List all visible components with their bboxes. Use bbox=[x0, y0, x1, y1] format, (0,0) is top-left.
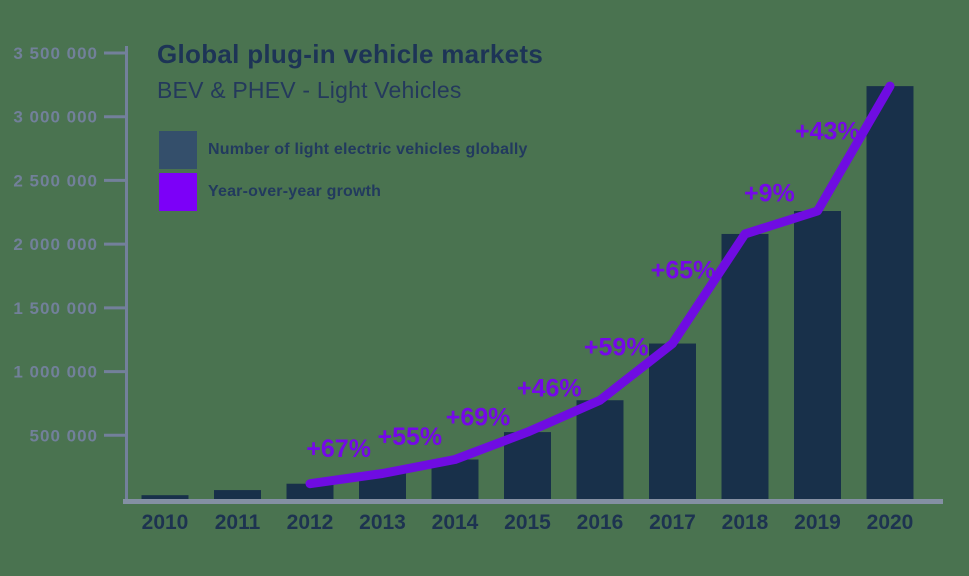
year-label-2017: 2017 bbox=[649, 511, 696, 534]
yoy-growth-line bbox=[305, 81, 895, 489]
bar-2015 bbox=[504, 432, 551, 499]
bar-2016 bbox=[576, 400, 624, 499]
y-tick-label-1000000: 1 000 000 bbox=[13, 363, 98, 382]
year-label-2013: 2013 bbox=[359, 511, 406, 534]
growth-label-2014-2015: +69% bbox=[446, 403, 511, 431]
legend-label-growth: Year-over-year growth bbox=[208, 183, 382, 200]
growth-label-2013-2014: +55% bbox=[377, 423, 442, 451]
year-label-2020: 2020 bbox=[867, 511, 914, 534]
chart-header: Global plug-in vehicle markets BEV & PHE… bbox=[157, 38, 543, 104]
year-label-2012: 2012 bbox=[287, 511, 334, 534]
y-tick-label-3000000: 3 000 000 bbox=[13, 108, 98, 127]
growth-label-2018-2019: +9% bbox=[744, 180, 795, 208]
bar-2019 bbox=[794, 211, 841, 500]
year-label-2018: 2018 bbox=[722, 511, 769, 534]
bar-2012 bbox=[286, 483, 334, 499]
y-tick-label-1500000: 1 500 000 bbox=[13, 299, 98, 318]
legend-swatch-bar-icon bbox=[159, 131, 197, 169]
year-label-2011: 2011 bbox=[215, 511, 261, 534]
legend: Number of light electric vehicles global… bbox=[159, 131, 528, 211]
year-label-2014: 2014 bbox=[432, 511, 479, 534]
year-label-2019: 2019 bbox=[794, 511, 841, 534]
bar-2011 bbox=[214, 490, 261, 499]
legend-item-growth: Year-over-year growth bbox=[159, 173, 528, 211]
legend-label-vehicles: Number of light electric vehicles global… bbox=[208, 141, 528, 158]
growth-label-2017-2018: +65% bbox=[651, 256, 716, 284]
year-label-2016: 2016 bbox=[577, 511, 624, 534]
growth-label-2012-2013: +67% bbox=[306, 435, 371, 463]
year-label-2015: 2015 bbox=[504, 511, 551, 534]
growth-label-2016-2017: +59% bbox=[584, 333, 649, 361]
bar-2018 bbox=[721, 233, 769, 499]
y-tick-label-2000000: 2 000 000 bbox=[13, 235, 98, 254]
bar-2017 bbox=[649, 343, 696, 499]
growth-label-2019-2020: +43% bbox=[795, 118, 860, 146]
legend-item-vehicles: Number of light electric vehicles global… bbox=[159, 131, 528, 169]
growth-label-2015-2016: +46% bbox=[517, 374, 582, 402]
x-axis-baseline bbox=[123, 499, 943, 504]
bar-2020 bbox=[866, 86, 914, 499]
year-label-2010: 2010 bbox=[142, 511, 189, 534]
chart-title: Global plug-in vehicle markets bbox=[157, 39, 544, 69]
y-tick-label-2500000: 2 500 000 bbox=[13, 171, 98, 190]
y-tick-label-500000: 500 000 bbox=[30, 426, 98, 445]
legend-swatch-growth-icon bbox=[159, 173, 197, 211]
bar-2010 bbox=[141, 495, 189, 499]
y-tick-label-3500000: 3 500 000 bbox=[13, 44, 98, 63]
chart-subtitle: BEV & PHEV - Light Vehicles bbox=[157, 76, 462, 103]
